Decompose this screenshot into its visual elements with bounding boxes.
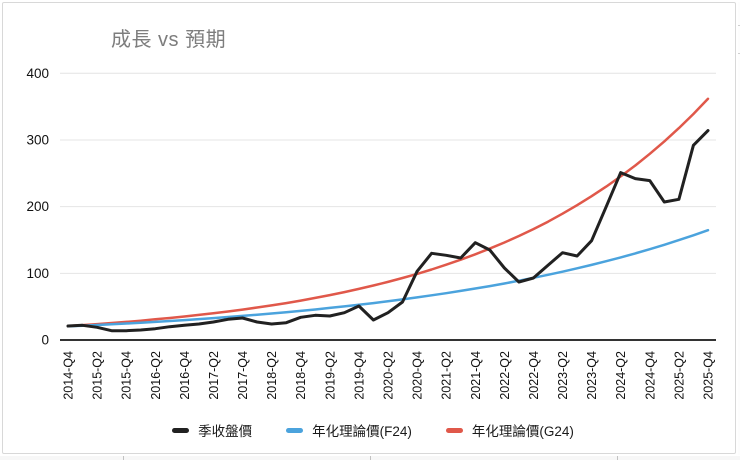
- x-axis-tick-label: 2018-Q2: [265, 351, 279, 400]
- series-swatch-blue: [286, 427, 304, 433]
- series-swatch-black: [172, 427, 190, 433]
- y-axis-tick-label: 0: [41, 333, 49, 348]
- spreadsheet-gridline: [370, 456, 371, 460]
- legend-item-theoretical-f24: 年化理論價(F24): [286, 420, 412, 440]
- legend-item-theoretical-g24: 年化理論價(G24): [445, 420, 574, 440]
- x-axis-tick-label: 2020-Q4: [411, 351, 425, 400]
- x-axis-tick-label: 2019-Q4: [352, 351, 366, 400]
- legend-label: 年化理論價(G24): [471, 424, 574, 439]
- y-axis-tick-label: 100: [26, 266, 49, 281]
- series-line: [66, 97, 710, 328]
- y-axis-tick-label: 400: [26, 66, 49, 81]
- x-axis-tick-label: 2015-Q2: [91, 351, 105, 400]
- series-line: [66, 228, 710, 328]
- chart-card[interactable]: 成長 vs 預期 0 100 200 300 400 2014-Q4 2015-Q2 2015…: [2, 2, 736, 454]
- spreadsheet-column-right-of-chart: [738, 2, 740, 455]
- legend-item-quarterly-close: 季收盤價: [172, 420, 252, 440]
- spreadsheet-gridline: [123, 456, 124, 460]
- x-axis-tick-label: 2025-Q4: [701, 351, 715, 400]
- legend-label: 季收盤價: [198, 424, 253, 439]
- spreadsheet-gridline: [738, 53, 740, 54]
- x-axis-tick-label: 2024-Q4: [643, 351, 657, 400]
- chart-title: 成長 vs 預期: [111, 29, 227, 51]
- x-axis-tick-label: 2016-Q4: [178, 351, 192, 400]
- x-axis-tick-label: 2020-Q2: [381, 351, 395, 400]
- x-axis-tick-label: 2021-Q2: [440, 351, 454, 400]
- spreadsheet-gridline: [738, 25, 740, 26]
- spreadsheet-row-below-chart: [0, 456, 740, 460]
- legend-label: 年化理論價(F24): [312, 424, 412, 439]
- chart-legend: 季收盤價 年化理論價(F24) 年化理論價(G24): [3, 420, 740, 440]
- x-axis-tick-label: 2016-Q2: [149, 351, 163, 400]
- x-axis-tick-label: 2024-Q2: [614, 351, 628, 400]
- y-axis-tick-label: 200: [26, 199, 49, 214]
- line-chart-plot-area: 0 100 200 300 400 2014-Q4 2015-Q2 2015-Q4 2016-Q…: [26, 66, 716, 400]
- x-axis-tick-label: 2014-Q4: [62, 351, 76, 400]
- y-axis-tick-label: 300: [26, 132, 49, 147]
- x-axis-tick-label: 2023-Q2: [556, 351, 570, 400]
- x-axis-tick-label: 2023-Q4: [585, 351, 599, 400]
- series-line: [66, 129, 710, 333]
- x-axis-tick-label: 2015-Q4: [120, 351, 134, 400]
- x-axis-tick-label: 2021-Q4: [469, 351, 483, 400]
- x-axis-tick-label: 2025-Q2: [672, 351, 686, 400]
- x-axis-tick-label: 2018-Q4: [294, 351, 308, 400]
- x-axis-tick-label: 2022-Q4: [527, 351, 541, 400]
- x-axis-tick-label: 2017-Q4: [236, 351, 250, 400]
- x-axis-tick-label: 2019-Q2: [323, 351, 337, 400]
- x-axis-tick-label: 2017-Q2: [207, 351, 221, 400]
- spreadsheet-gridline: [617, 456, 618, 460]
- x-axis-tick-label: 2022-Q2: [498, 351, 512, 400]
- series-swatch-red: [445, 427, 463, 433]
